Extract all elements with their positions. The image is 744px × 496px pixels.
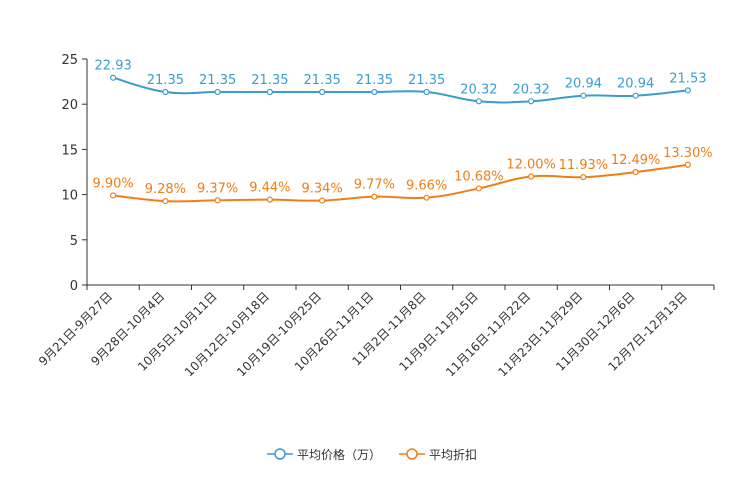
data-label: 21.35 [251, 73, 288, 88]
data-label: 21.35 [304, 73, 341, 88]
legend-line-circle-icon [399, 448, 425, 460]
data-label: 9.28% [145, 182, 186, 197]
data-label: 9.90% [92, 177, 133, 192]
data-label: 20.32 [460, 82, 497, 97]
data-point[interactable] [266, 196, 273, 203]
data-point[interactable] [423, 194, 430, 201]
data-point[interactable] [371, 88, 378, 96]
data-label: 21.35 [147, 73, 184, 88]
data-point[interactable] [110, 74, 117, 81]
data-point[interactable] [684, 87, 691, 94]
data-point[interactable] [319, 197, 326, 204]
data-point[interactable] [162, 88, 169, 96]
data-point[interactable] [214, 197, 221, 204]
y-tick-label: 20 [61, 98, 78, 113]
y-tick-label: 5 [70, 234, 78, 249]
data-label: 21.35 [356, 73, 393, 88]
data-point[interactable] [319, 88, 326, 96]
data-point[interactable] [684, 161, 691, 168]
data-label: 21.35 [199, 73, 236, 88]
data-label: 9.77% [354, 178, 395, 193]
data-point[interactable] [632, 92, 639, 99]
data-label: 20.32 [513, 82, 550, 97]
y-tick-label: 0 [70, 279, 78, 294]
data-point[interactable] [580, 92, 587, 99]
line-chart: 05101520259月21日-9月27日9月28日-10月4日10月5日-10… [36, 53, 715, 379]
data-point[interactable] [475, 98, 482, 105]
legend-item-discount[interactable]: 平均折扣 [399, 446, 477, 463]
series-line-1 [113, 163, 689, 203]
data-label: 9.34% [301, 182, 342, 197]
y-tick-label: 10 [61, 189, 78, 204]
data-label: 11.93% [559, 158, 609, 173]
data-label: 20.94 [617, 77, 654, 92]
data-point[interactable] [632, 168, 639, 176]
legend-label-price: 平均价格（万） [296, 447, 381, 462]
series-line-0 [112, 76, 688, 104]
data-label: 20.94 [565, 77, 602, 92]
y-tick-label: 25 [61, 53, 78, 68]
legend-item-price[interactable]: 平均价格（万） [266, 446, 381, 463]
data-point[interactable] [214, 88, 221, 96]
data-label: 21.35 [408, 73, 445, 88]
legend: 平均价格（万） 平均折扣 [0, 440, 744, 468]
legend-line-circle-icon [266, 448, 293, 460]
data-label: 12.00% [506, 158, 556, 173]
data-point[interactable] [110, 192, 117, 199]
data-point[interactable] [162, 198, 169, 205]
data-point[interactable] [528, 98, 535, 105]
data-point[interactable] [371, 193, 378, 200]
data-label: 10.68% [454, 169, 504, 184]
y-tick-label: 15 [61, 143, 78, 158]
data-label: 9.37% [197, 181, 238, 196]
legend-label-discount: 平均折扣 [429, 447, 478, 462]
data-point[interactable] [423, 88, 430, 96]
data-point[interactable] [266, 88, 273, 96]
data-point[interactable] [580, 174, 587, 181]
data-label: 9.44% [249, 181, 290, 196]
data-label: 21.53 [669, 71, 706, 86]
data-point[interactable] [528, 173, 535, 180]
data-point[interactable] [475, 185, 482, 192]
data-label: 13.30% [663, 146, 713, 161]
data-label: 22.93 [95, 59, 132, 74]
data-label: 12.49% [611, 153, 661, 168]
data-label: 9.66% [406, 179, 447, 194]
